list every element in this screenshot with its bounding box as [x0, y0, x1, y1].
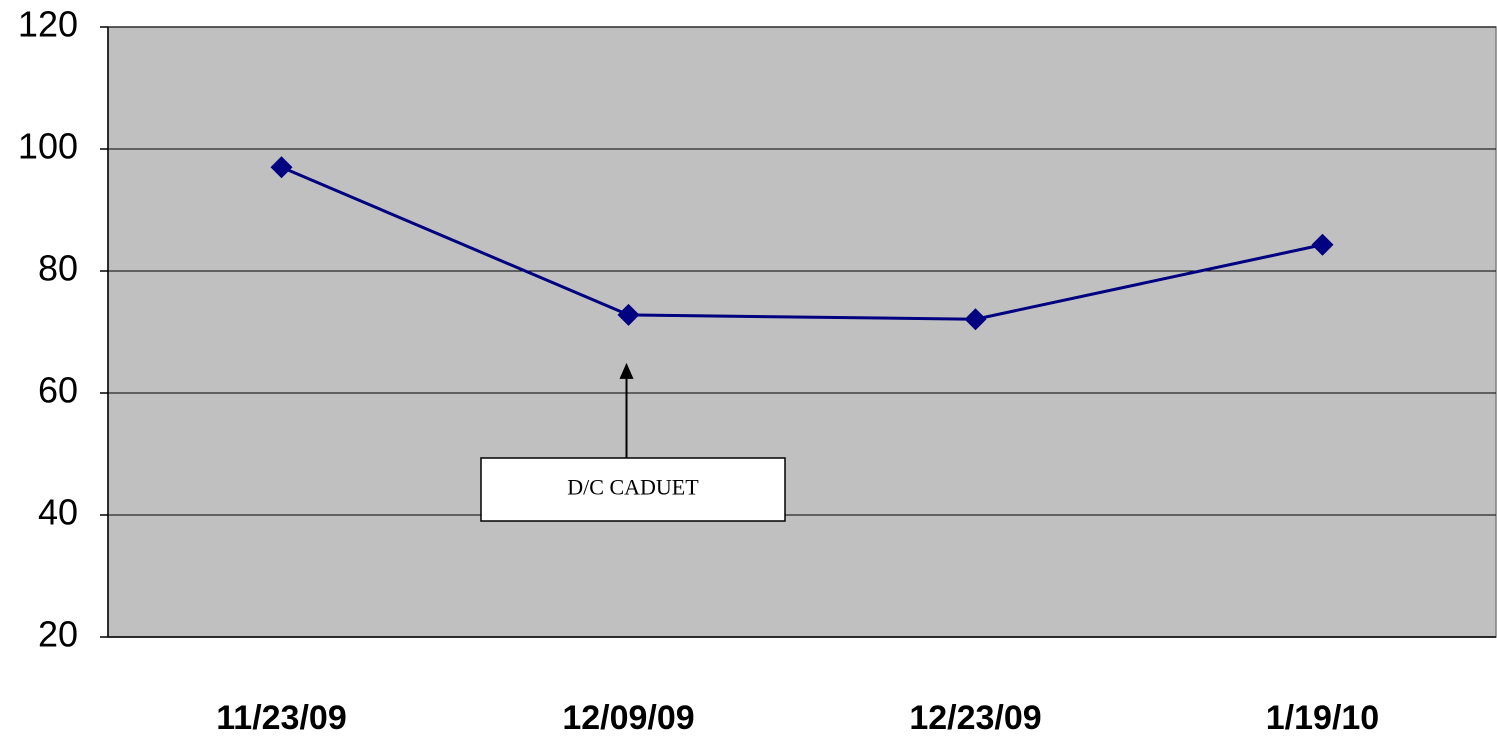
y-tick-label: 120	[18, 4, 78, 45]
line	[280, 165, 1323, 321]
x-tick-label: 12/09/09	[562, 699, 694, 737]
marker	[964, 308, 987, 331]
marker	[617, 303, 640, 326]
y-tick-label: 100	[18, 126, 78, 167]
y-tick-label: 20	[38, 614, 78, 655]
plot-area	[107, 26, 1497, 638]
marker	[270, 156, 293, 179]
annotation-box	[480, 457, 786, 522]
annotation-arrowhead	[619, 362, 634, 379]
marker	[1311, 233, 1334, 256]
y-tick-label: 40	[38, 492, 78, 533]
x-tick-label: 12/23/09	[909, 699, 1041, 737]
x-tick-label: 11/23/09	[216, 699, 346, 737]
y-tick-label: 80	[38, 248, 78, 289]
x-tick-label: 1/19/10	[1266, 699, 1379, 737]
y-tick-label: 60	[38, 370, 78, 411]
annotation-text: D/C CADUET	[567, 475, 699, 500]
